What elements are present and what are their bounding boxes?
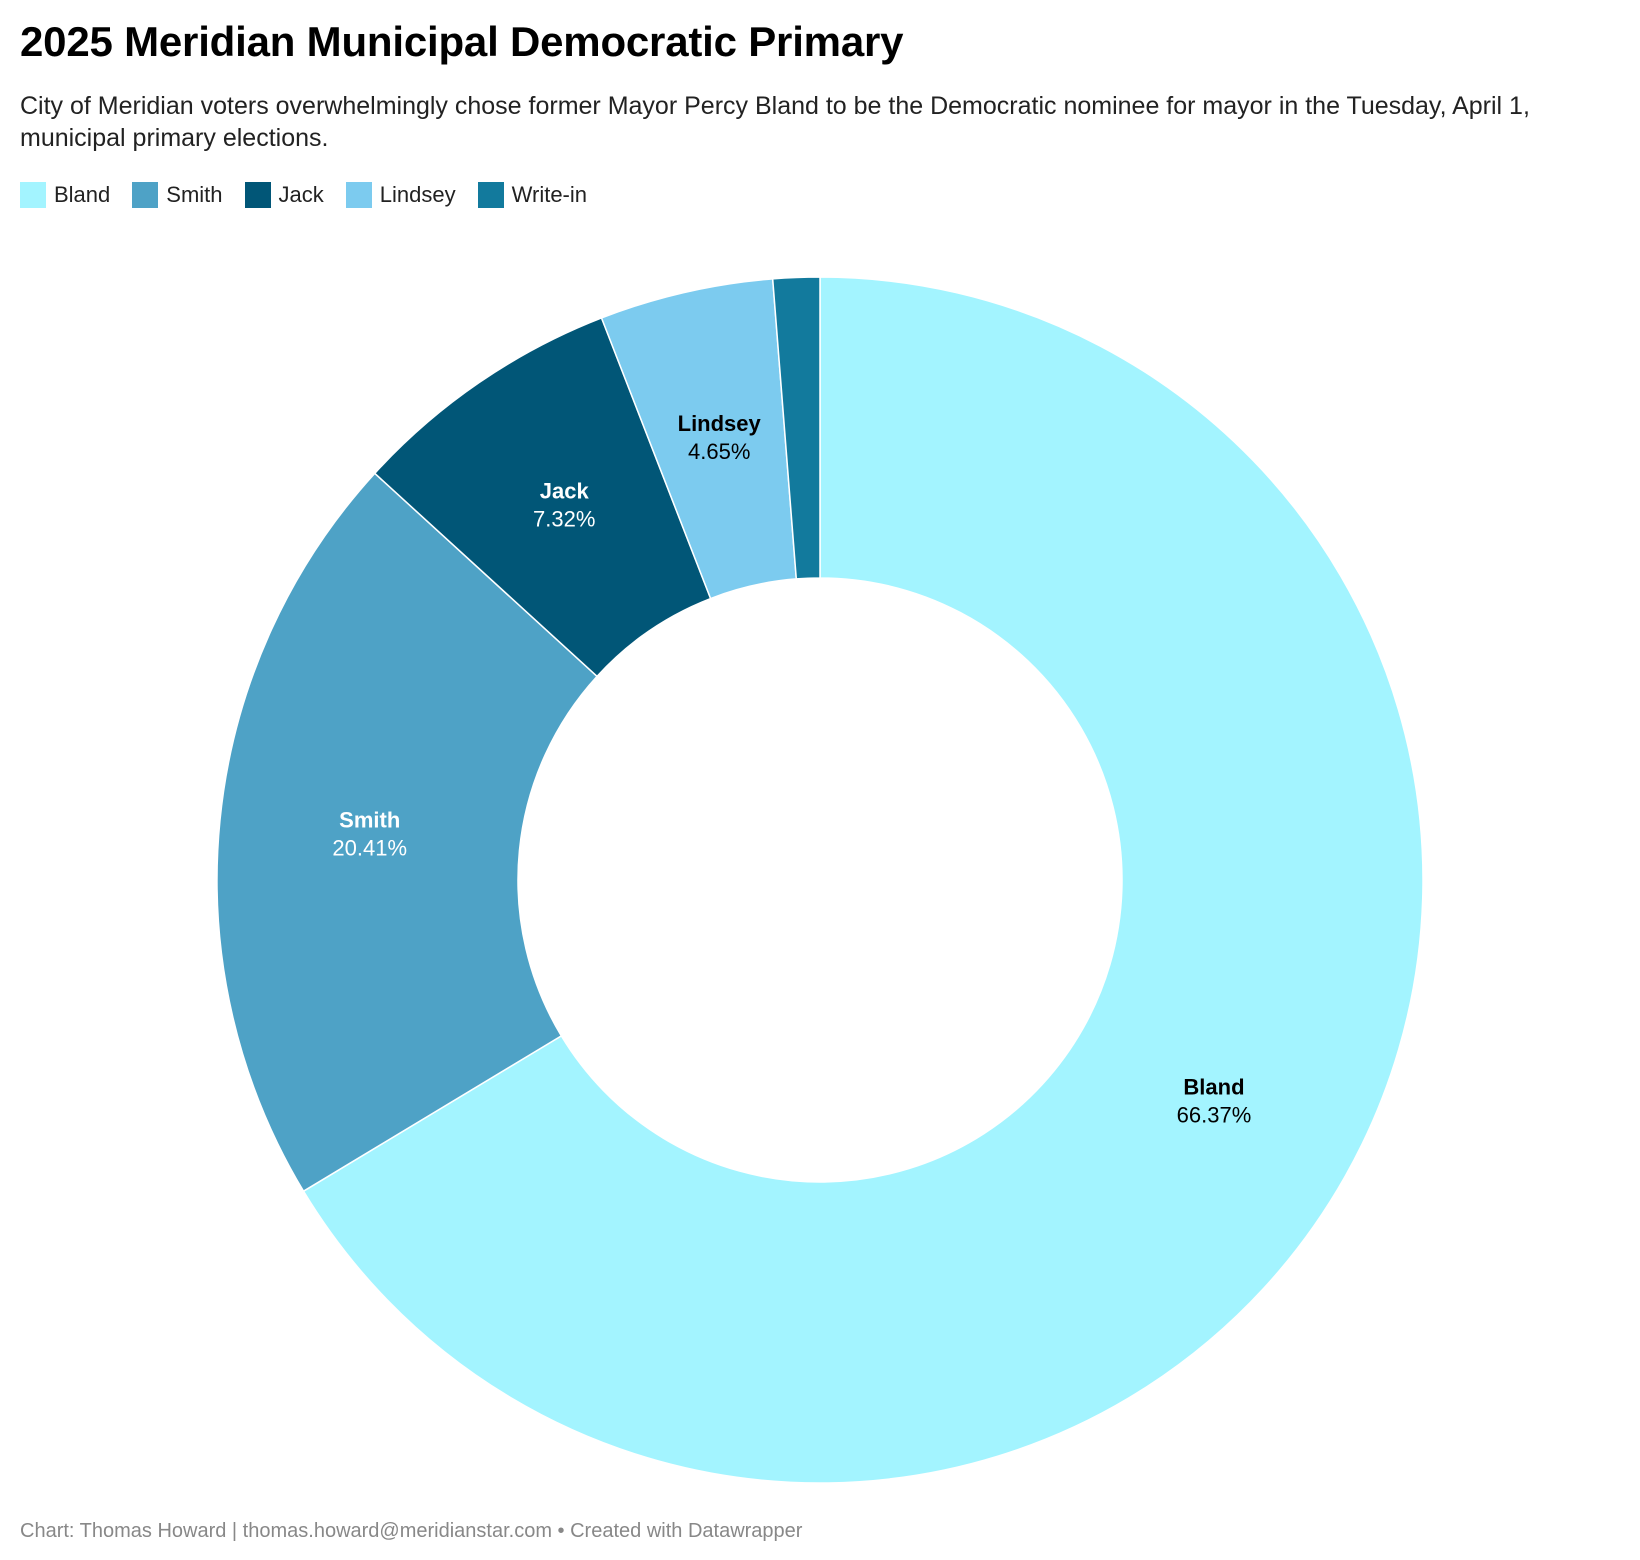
legend-label: Bland [54,182,111,207]
legend-item-write-in: Write-in [477,182,588,208]
slice-bland [302,276,1424,1484]
legend-swatch [244,182,271,208]
legend-swatch [477,182,504,208]
slice-label-value-bland: 66.37% [1177,1103,1252,1128]
legend-label: Jack [278,182,324,207]
legend-item-smith: Smith [132,182,223,208]
slice-smith [216,472,599,1193]
legend-item-jack: Jack [244,182,324,208]
slice-label-name-jack: Jack [540,479,590,504]
slice-label-name-smith: Smith [339,807,400,832]
slice-label-value-smith: 20.41% [332,835,407,860]
slice-label-name-bland: Bland [1183,1075,1244,1100]
legend: Bland Smith Jack Lindsey Write-in [20,182,609,208]
slice-label-name-lindsey: Lindsey [678,411,762,436]
slice-write-in [771,276,821,580]
legend-swatch [132,182,159,208]
legend-label: Write-in [511,182,588,207]
legend-item-lindsey: Lindsey [345,182,456,208]
chart-credit: Chart: Thomas Howard | thomas.howard@mer… [20,1520,803,1542]
slice-label-value-lindsey: 4.65% [688,439,750,464]
legend-item-bland: Bland [20,182,110,208]
legend-label: Lindsey [379,182,456,207]
slice-label-value-jack: 7.32% [533,507,595,532]
legend-swatch [345,182,372,208]
legend-label: Smith [166,182,223,207]
chart-subtitle: City of Meridian voters overwhelmingly c… [20,92,1530,152]
legend-swatch [20,182,46,208]
chart-title: 2025 Meridian Municipal Democratic Prima… [20,18,904,65]
